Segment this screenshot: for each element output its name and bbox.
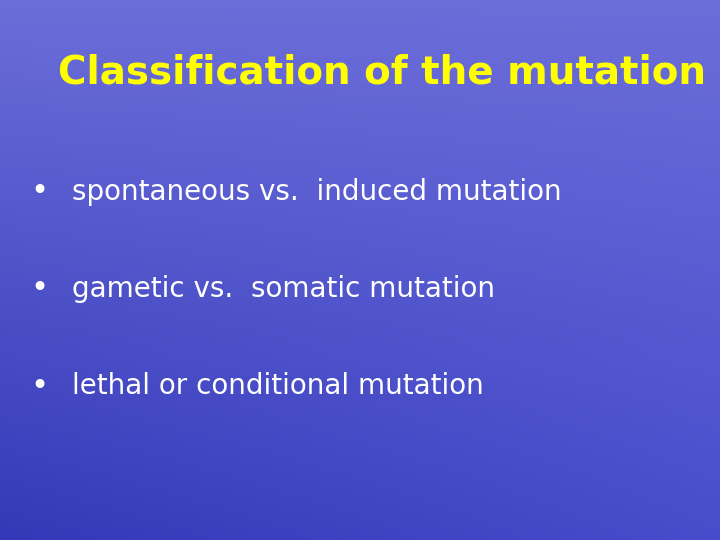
Text: Classification of the mutation: Classification of the mutation — [58, 54, 706, 92]
Text: gametic vs.  somatic mutation: gametic vs. somatic mutation — [72, 275, 495, 303]
Text: •: • — [30, 372, 49, 401]
Text: •: • — [30, 274, 49, 303]
Text: spontaneous vs.  induced mutation: spontaneous vs. induced mutation — [72, 178, 562, 206]
Text: lethal or conditional mutation: lethal or conditional mutation — [72, 372, 484, 400]
Text: •: • — [30, 177, 49, 206]
